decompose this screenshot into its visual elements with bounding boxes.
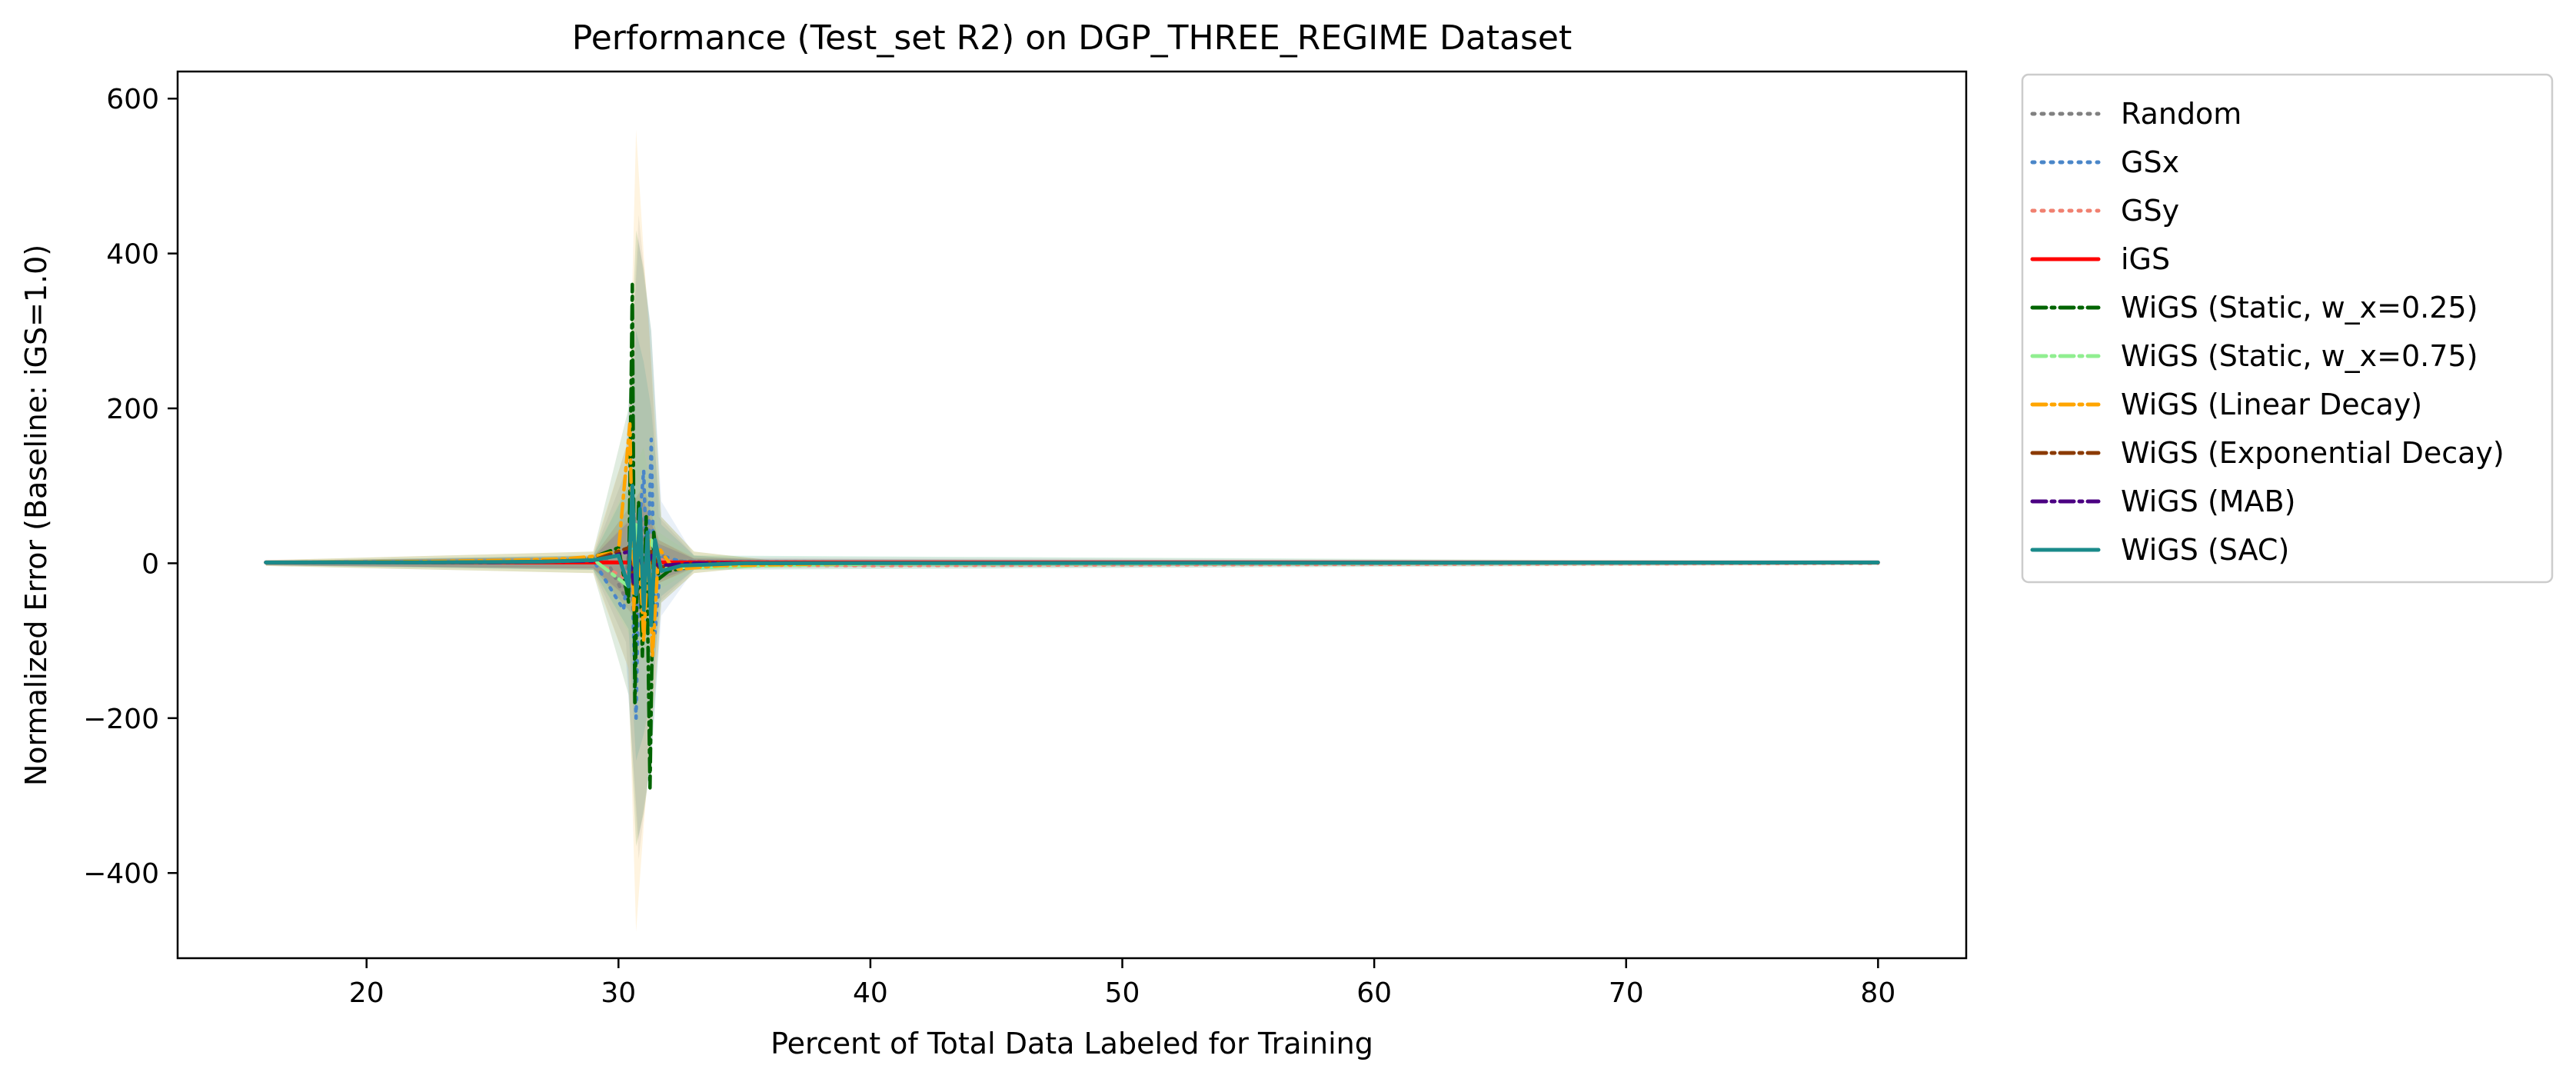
legend-label-wigs-static-w-x-0-25: WiGS (Static, w_x=0.25) <box>2121 291 2478 325</box>
legend-label-wigs-mab: WiGS (MAB) <box>2121 484 2295 518</box>
legend-label-wigs-linear-decay: WiGS (Linear Decay) <box>2121 388 2422 421</box>
y-tick-label: −400 <box>83 858 159 890</box>
series-line-wigs-static-w-x-0-25 <box>264 282 1880 790</box>
series-line-gsx <box>264 438 1880 721</box>
y-tick-label: 200 <box>106 394 159 425</box>
x-tick-label: 30 <box>601 977 636 1009</box>
y-axis: −400 −200 0 200 400 600 <box>83 84 178 890</box>
y-tick-label: 0 <box>141 548 159 580</box>
legend-label-random: Random <box>2121 97 2242 131</box>
x-axis: 20 30 40 50 60 70 80 <box>349 958 1895 1009</box>
y-tick-label: 600 <box>106 84 159 115</box>
series-line-wigs-linear-decay <box>264 421 1880 658</box>
legend-frame <box>2021 73 2554 584</box>
legend-label-gsx: GSx <box>2121 145 2179 179</box>
plot-area-frame <box>176 70 1968 960</box>
band-wigs-static-w-x-0-25 <box>265 230 1879 847</box>
band-gsy <box>265 501 1879 616</box>
band-gsx <box>265 238 1879 840</box>
legend-label-wigs-exponential-decay: WiGS (Exponential Decay) <box>2121 436 2504 470</box>
x-tick-label: 60 <box>1356 977 1392 1009</box>
band-random <box>265 215 1879 860</box>
legend: Random GSx GSy iGS WiGS (Static, w_x=0.25) Wi… <box>2021 73 2554 584</box>
legend-label-wigs-static-w-x-0-75: WiGS (Static, w_x=0.75) <box>2121 339 2478 373</box>
x-tick-label: 50 <box>1105 977 1140 1009</box>
legend-label-igs: iGS <box>2121 242 2170 276</box>
legend-label-wigs-sac: WiGS (SAC) <box>2121 533 2289 567</box>
x-tick-label: 40 <box>853 977 888 1009</box>
y-tick-label: 400 <box>106 239 159 271</box>
y-axis-label: Normalized Error (Baseline: iGS=1.0) <box>19 245 53 786</box>
x-tick-label: 80 <box>1860 977 1895 1009</box>
x-axis-label: Percent of Total Data Labeled for Traini… <box>770 1027 1373 1060</box>
band-wigs-sac <box>265 331 1879 761</box>
y-tick-label: −200 <box>83 704 159 735</box>
legend-label-gsy: GSy <box>2121 194 2179 228</box>
confidence-bands <box>265 129 1879 932</box>
x-tick-label: 20 <box>349 977 384 1009</box>
series-lines <box>264 282 1880 790</box>
chart-title: Performance (Test_set R2) on DGP_THREE_R… <box>572 18 1573 58</box>
series-line-wigs-sac <box>264 484 1880 628</box>
x-tick-label: 70 <box>1609 977 1644 1009</box>
band-wigs-linear-decay <box>265 129 1879 932</box>
